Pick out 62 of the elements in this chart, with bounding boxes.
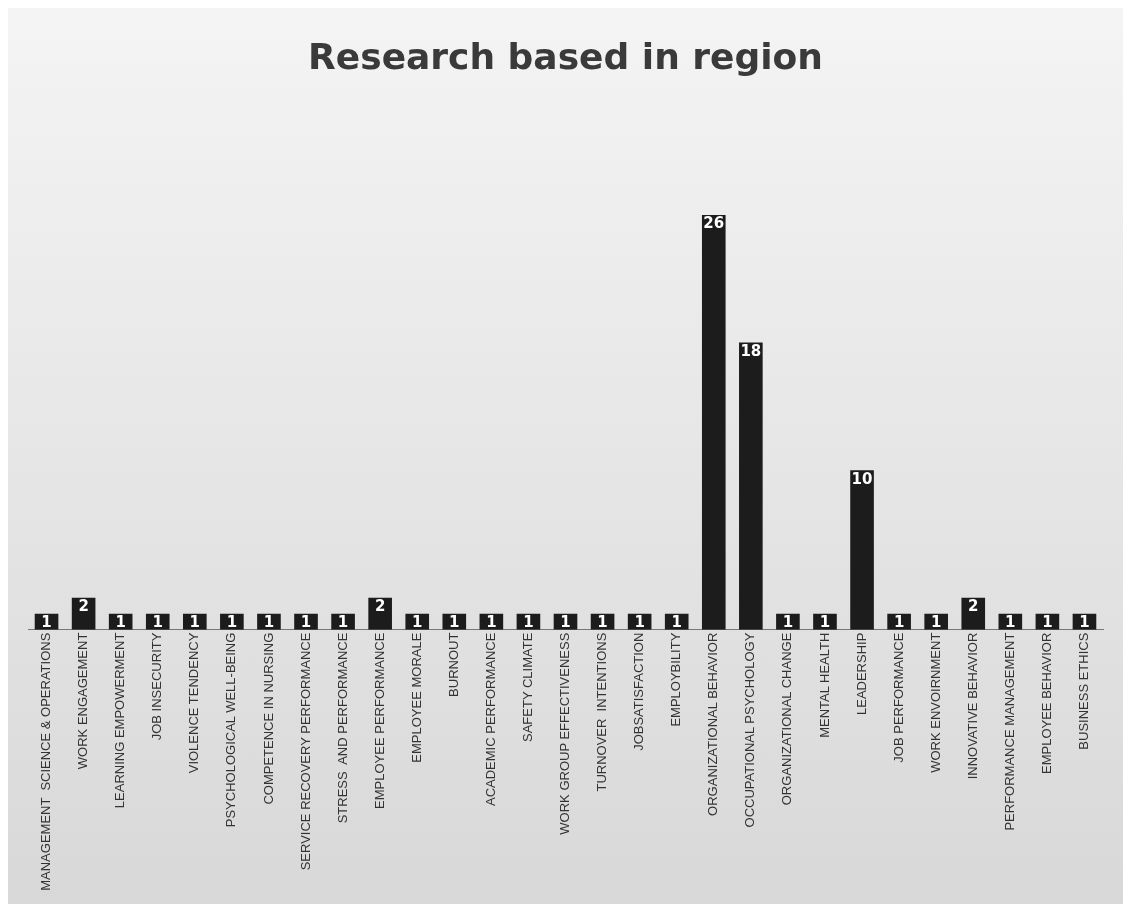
x-tick-label: PERFORMANCE MANAGEMENT bbox=[1001, 632, 1017, 831]
data-label: 1 bbox=[819, 613, 831, 632]
x-tick-label: LEARNING EMPOWERMENT bbox=[112, 632, 128, 809]
x-tick-label: OCCUPATIONAL PSYCHOLOGY bbox=[742, 632, 758, 828]
data-label: 1 bbox=[189, 613, 201, 632]
x-tick-label: JOBSATISFACTION bbox=[631, 632, 647, 751]
data-label: 18 bbox=[740, 341, 762, 360]
bar bbox=[701, 214, 726, 630]
x-tick-label: SAFETY CLIMATE bbox=[520, 632, 536, 742]
data-label: 1 bbox=[782, 613, 794, 632]
x-tick-label: WORK ENGAGEMENT bbox=[75, 632, 91, 770]
data-label: 1 bbox=[115, 613, 126, 632]
x-tick-label: WORK GROUP EFFECTIVENESS bbox=[557, 632, 573, 835]
x-tick-label: ORGANIZATIONAL BEHAVIOR bbox=[705, 632, 721, 816]
data-label: 1 bbox=[523, 613, 534, 632]
x-tick-label: ACADEMIC PERFORMANCE bbox=[482, 632, 498, 807]
data-label: 1 bbox=[449, 613, 460, 632]
x-tick-label: EMPLOYEE MORALE bbox=[408, 632, 424, 763]
data-label: 1 bbox=[930, 613, 942, 632]
data-label: 1 bbox=[412, 613, 423, 632]
x-tick-label: JOB PERFORMANCE bbox=[890, 632, 906, 763]
data-label: 26 bbox=[703, 214, 725, 233]
data-label: 2 bbox=[78, 597, 89, 616]
data-label: 1 bbox=[893, 613, 905, 632]
data-label: 1 bbox=[1042, 613, 1053, 632]
data-label: 2 bbox=[968, 597, 979, 616]
x-tick-label: PSYCHOLOGICAL WELL-BEING bbox=[223, 632, 239, 828]
data-label: 1 bbox=[597, 613, 608, 632]
x-tick-label: COMPETENCE IN NURSING bbox=[260, 632, 276, 805]
data-label: 1 bbox=[152, 613, 163, 632]
x-tick-label: TURNOVER INTENTIONS bbox=[594, 632, 610, 792]
data-label: 1 bbox=[337, 613, 349, 632]
data-label: 1 bbox=[41, 613, 52, 632]
x-tick-label: STRESS AND PERFORMANCE bbox=[334, 632, 350, 824]
data-label: 2 bbox=[374, 597, 386, 616]
x-tick-label: LEADERSHIP bbox=[853, 632, 869, 716]
data-label: 1 bbox=[1005, 613, 1016, 632]
bar bbox=[739, 342, 763, 630]
data-label: 1 bbox=[1079, 613, 1090, 632]
data-label: 1 bbox=[226, 613, 238, 632]
data-label: 1 bbox=[671, 613, 682, 632]
data-label: 1 bbox=[300, 613, 312, 632]
data-label: 1 bbox=[263, 613, 275, 632]
x-tick-label: BUSINESS ETHICS bbox=[1076, 632, 1092, 750]
data-label: 1 bbox=[560, 613, 571, 632]
x-tick-label: MENTAL HEALTH bbox=[816, 632, 832, 738]
data-label: 10 bbox=[851, 469, 873, 488]
x-tick-label: SERVICE RECOVERY PERFORMANCE bbox=[297, 632, 313, 871]
x-tick-label: INNOVATIVE BEHAVIOR bbox=[964, 632, 980, 780]
x-tick-label: WORK ENVOIRNMENT bbox=[927, 632, 943, 773]
x-tick-label: EMPLOYEE BEHAVIOR bbox=[1038, 632, 1054, 775]
x-tick-label: VIOLENCE TENDENCY bbox=[186, 632, 202, 774]
x-tick-label: ORGANIZATIONAL CHANGE bbox=[779, 632, 795, 806]
x-tick-label: MANAGEMENT SCIENCE & OPERATIONS bbox=[38, 632, 54, 891]
x-tick-label: BURNOUT bbox=[445, 632, 461, 697]
x-tick-label: JOB INSECURITY bbox=[149, 632, 165, 741]
data-label: 1 bbox=[634, 613, 645, 632]
bar bbox=[850, 470, 874, 630]
x-tick-label: EMPLOYEE PERFORMANCE bbox=[371, 632, 387, 809]
x-tick-label: EMPLOYBILITY bbox=[668, 632, 684, 727]
chart-title: Research based in region bbox=[308, 35, 823, 77]
data-label: 1 bbox=[486, 613, 497, 632]
